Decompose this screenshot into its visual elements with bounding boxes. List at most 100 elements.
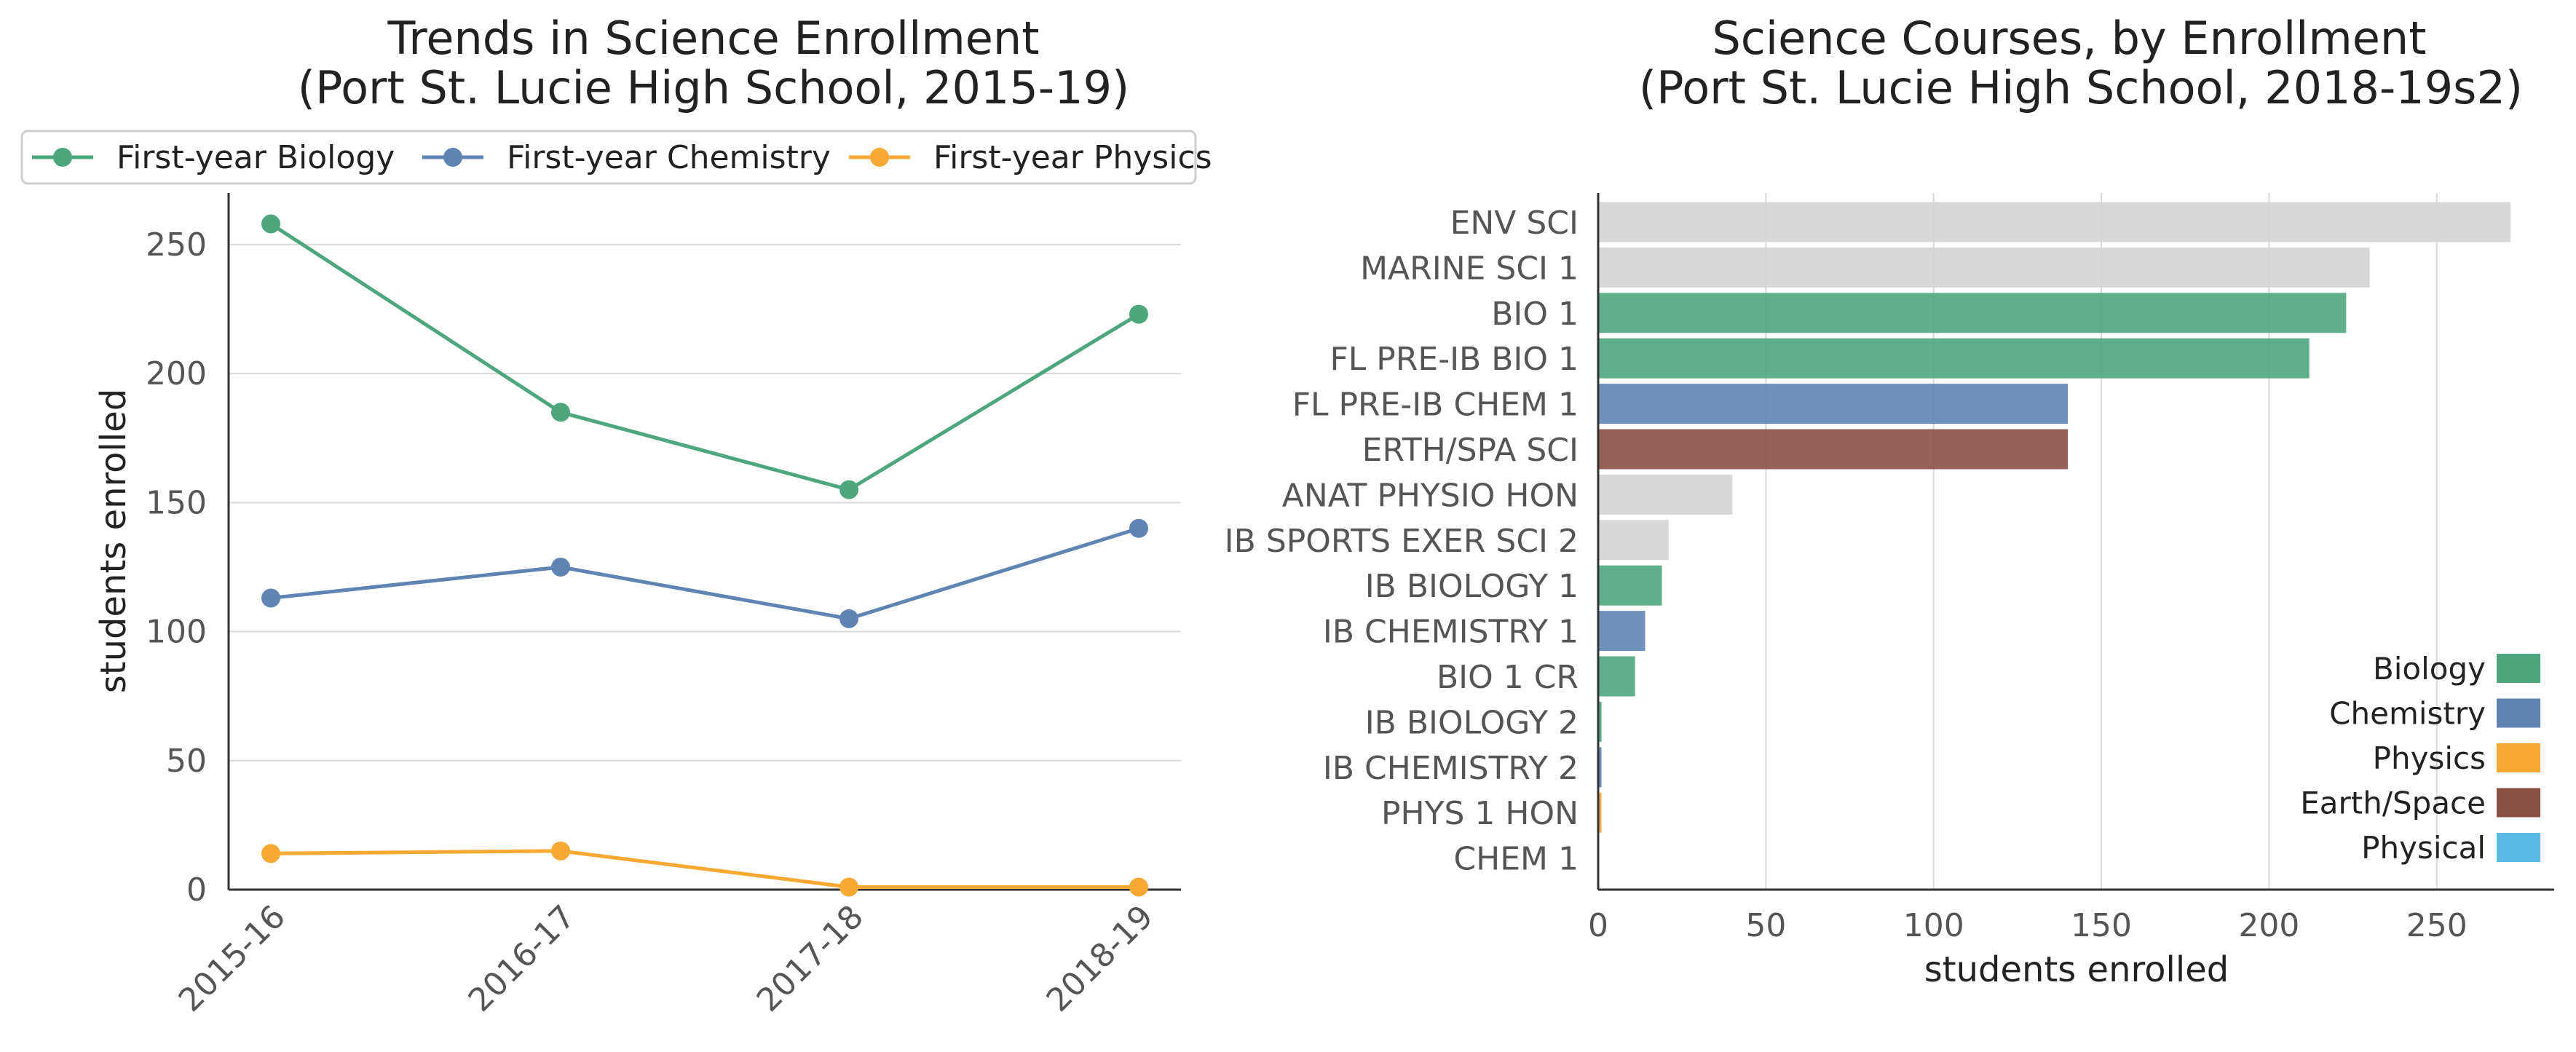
bar-chart-bars: [1598, 202, 2511, 833]
x-tick-label: 150: [2071, 907, 2132, 944]
category-label: IB BIOLOGY 2: [1365, 704, 1579, 741]
line-chart-title: Trends in Science Enrollment: [387, 12, 1039, 65]
bar: [1598, 247, 2370, 288]
data-point: [261, 844, 280, 863]
legend-entry: Chemistry: [2329, 696, 2540, 732]
category-label: BIO 1: [1491, 296, 1579, 333]
x-tick-label: 2016-17: [462, 898, 582, 1019]
category-label: ENV SCI: [1450, 205, 1579, 242]
bar-chart-x-ticks: 0 50 100 150 200 250: [1588, 907, 2468, 944]
x-tick-label: 2015-16: [172, 898, 293, 1019]
series-first-year-biology: [261, 214, 1148, 499]
legend-swatch: [2497, 833, 2540, 862]
x-tick-label: 50: [1745, 907, 1786, 944]
bar-chart-subtitle: (Port St. Lucie High School, 2018-19s2): [1639, 61, 2523, 114]
bar: [1598, 520, 1669, 561]
data-point: [1129, 877, 1148, 897]
category-label: FL PRE-IB BIO 1: [1330, 341, 1579, 378]
line-chart-y-ticks: 0 50 100 150 200 250: [146, 226, 207, 909]
legend-marker: [443, 148, 462, 167]
legend-frame: [20, 130, 1197, 185]
bar: [1598, 384, 2068, 424]
category-label: IB CHEMISTRY 2: [1323, 750, 1579, 787]
legend-swatch: [2497, 743, 2540, 772]
legend-entry: First-year Chemistry: [422, 139, 831, 176]
legend-label: Chemistry: [2329, 696, 2486, 732]
bar: [1598, 474, 1733, 515]
data-point: [1129, 304, 1148, 324]
line-chart: Trends in Science Enrollment (Port St. L…: [20, 12, 1212, 1019]
y-tick-label: 0: [186, 871, 207, 909]
bar: [1598, 202, 2511, 242]
legend-label: First-year Chemistry: [507, 139, 831, 176]
bar: [1598, 611, 1645, 652]
data-point: [551, 841, 570, 861]
series-first-year-physics: [261, 841, 1148, 897]
bar: [1598, 701, 1602, 742]
x-tick-label: 2018-19: [1040, 898, 1161, 1019]
x-tick-label: 0: [1588, 907, 1608, 944]
category-label: FL PRE-IB CHEM 1: [1292, 387, 1579, 424]
data-point: [551, 557, 570, 577]
legend-entry: Physical: [2361, 830, 2540, 866]
legend-entry: First-year Biology: [32, 139, 395, 176]
category-label: IB SPORTS EXER SCI 2: [1225, 523, 1579, 560]
legend-label: Earth/Space: [2300, 786, 2486, 821]
series-line: [270, 849, 1139, 889]
x-tick-label: 2017-18: [750, 898, 871, 1019]
bar: [1598, 792, 1602, 833]
bar: [1598, 338, 2310, 379]
data-point: [1129, 518, 1148, 538]
legend-label: Physical: [2361, 830, 2486, 866]
line-chart-y-axis-label: students enrolled: [93, 389, 134, 693]
bar-chart-legend: Biology Chemistry Physics Earth/Space Physic…: [2300, 651, 2540, 866]
y-tick-label: 100: [146, 614, 207, 651]
legend-entry: Physics: [2373, 740, 2540, 776]
legend-entry: Earth/Space: [2300, 786, 2540, 821]
category-label: CHEM 1: [1453, 841, 1579, 878]
category-label: ANAT PHYSIO HON: [1282, 477, 1579, 514]
series-first-year-chemistry: [261, 518, 1148, 628]
legend-marker: [870, 148, 889, 167]
legend-marker: [53, 148, 72, 167]
category-label: PHYS 1 HON: [1381, 795, 1579, 832]
data-point: [261, 588, 280, 608]
bar-chart: Science Courses, by Enrollment (Port St.…: [1225, 12, 2554, 990]
line-chart-x-ticks: 2015-16 2016-17 2017-18 2018-19: [172, 898, 1161, 1019]
legend-entry: Biology: [2373, 651, 2540, 687]
bar-chart-axes: [1597, 193, 2554, 891]
series-line: [270, 526, 1139, 621]
legend-swatch: [2497, 654, 2540, 683]
legend-entry: First-year Physics: [849, 139, 1212, 176]
x-tick-label: 200: [2238, 907, 2299, 944]
y-tick-label: 150: [146, 484, 207, 521]
x-tick-label: 100: [1903, 907, 1964, 944]
data-point: [839, 480, 858, 499]
legend-label: First-year Biology: [116, 139, 395, 176]
bar: [1598, 656, 1635, 697]
bar: [1598, 429, 2068, 470]
series-line: [269, 222, 1140, 492]
y-tick-label: 200: [146, 355, 207, 392]
category-label: IB CHEMISTRY 1: [1323, 614, 1579, 651]
bar-chart-title: Science Courses, by Enrollment: [1712, 12, 2426, 65]
line-chart-gridlines: [229, 243, 1181, 762]
line-chart-subtitle: (Port St. Lucie High School, 2015-19): [298, 61, 1130, 114]
legend-label: First-year Physics: [933, 139, 1212, 176]
category-label: ERTH/SPA SCI: [1362, 432, 1579, 469]
legend-label: Physics: [2373, 740, 2486, 776]
y-tick-label: 50: [166, 743, 207, 780]
x-tick-label: 250: [2406, 907, 2468, 944]
bar: [1598, 565, 1662, 606]
line-chart-legend: First-year Biology First-year Chemistry Fi…: [20, 130, 1212, 185]
line-chart-series: [261, 214, 1148, 897]
line-chart-axes: [227, 193, 1181, 891]
bar: [1598, 747, 1602, 788]
y-tick-label: 250: [146, 226, 207, 264]
data-point: [839, 609, 858, 628]
legend-swatch: [2497, 788, 2540, 818]
category-label: BIO 1 CR: [1437, 659, 1579, 696]
bar: [1598, 293, 2347, 333]
category-label: IB BIOLOGY 1: [1365, 568, 1579, 605]
